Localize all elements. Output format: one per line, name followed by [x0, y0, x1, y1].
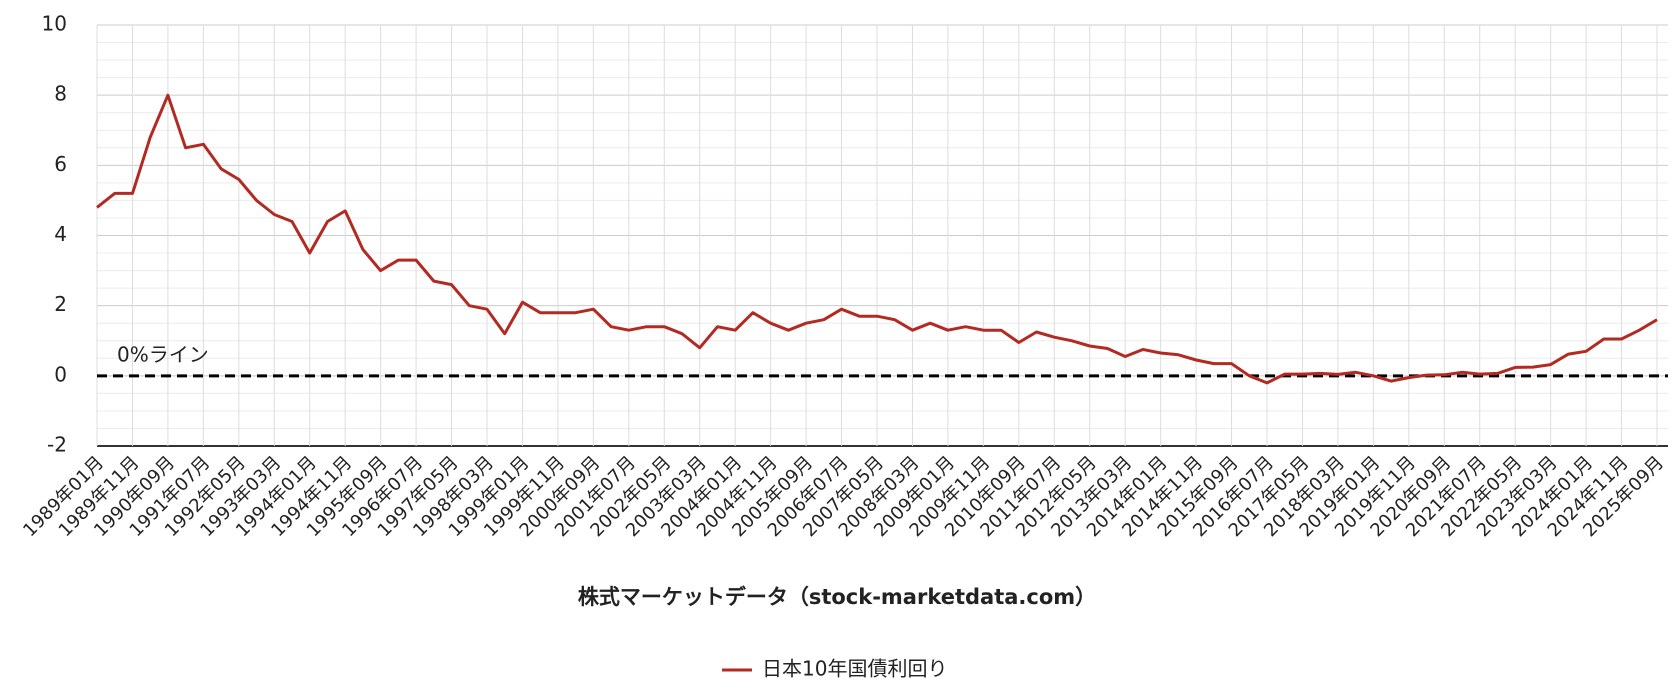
legend-label: 日本10年国債利回り — [762, 657, 947, 681]
y-tick-label: 6 — [54, 152, 67, 176]
y-tick-label: 4 — [54, 222, 67, 246]
x-axis-title: 株式マーケットデータ（stock-marketdata.com） — [578, 585, 1096, 609]
y-tick-label: 0 — [54, 362, 67, 386]
y-tick-label: -2 — [47, 433, 67, 457]
y-tick-label: 2 — [54, 292, 67, 316]
y-tick-label: 10 — [42, 12, 67, 36]
data-line — [96, 93, 1658, 385]
reference-label: 0%ライン — [117, 342, 209, 366]
y-tick-label: 8 — [54, 82, 67, 106]
